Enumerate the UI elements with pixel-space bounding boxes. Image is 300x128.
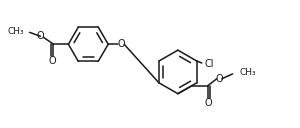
Text: O: O	[216, 74, 224, 84]
Text: O: O	[37, 31, 44, 41]
Text: CH₃: CH₃	[240, 68, 256, 77]
Text: O: O	[205, 98, 212, 108]
Text: O: O	[49, 56, 56, 66]
Text: Cl: Cl	[204, 59, 214, 69]
Text: CH₃: CH₃	[8, 27, 25, 36]
Text: O: O	[117, 39, 125, 49]
